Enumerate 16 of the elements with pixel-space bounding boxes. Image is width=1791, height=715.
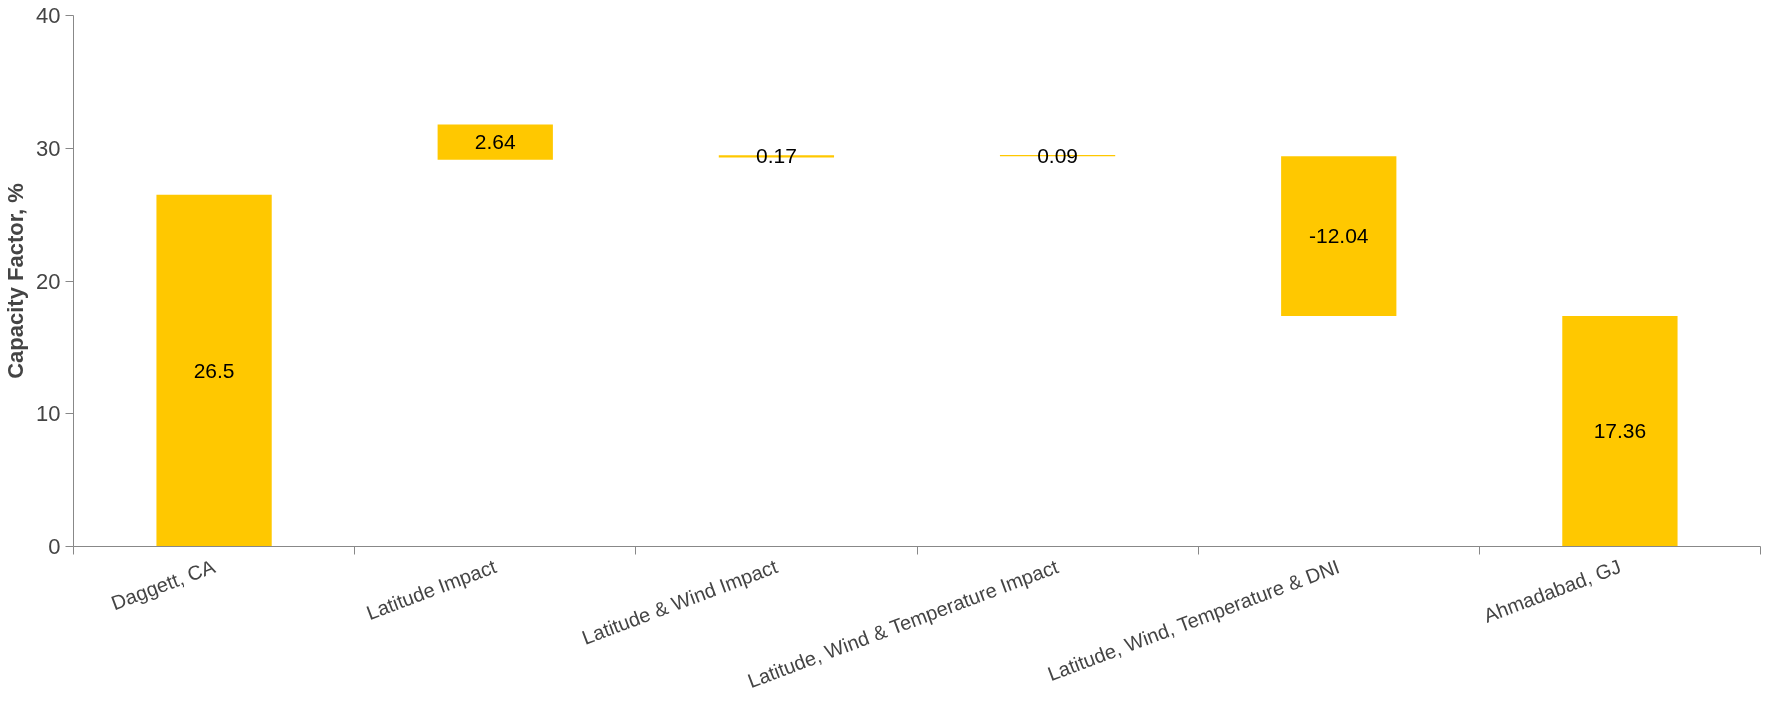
data-label: 17.36	[1593, 419, 1647, 443]
y-tick-label: 0	[48, 534, 61, 559]
y-tick-label: 40	[36, 3, 61, 28]
data-label: 26.5	[193, 358, 235, 382]
y-tick-label: 20	[36, 268, 61, 294]
bar	[156, 194, 272, 547]
x-tick-label: Latitude & Wind Impact	[579, 555, 781, 649]
x-tick-label: Latitude Impact	[363, 555, 500, 624]
y-tick-label: 30	[36, 135, 61, 161]
data-label: 2.64	[474, 130, 517, 154]
bar	[1281, 156, 1397, 317]
y-tick-label: 10	[36, 401, 61, 427]
y-axis-title: Capacity Factor, %	[3, 183, 29, 379]
data-label: -12.04	[1308, 224, 1369, 248]
bar	[437, 124, 553, 160]
bar	[1562, 316, 1678, 547]
